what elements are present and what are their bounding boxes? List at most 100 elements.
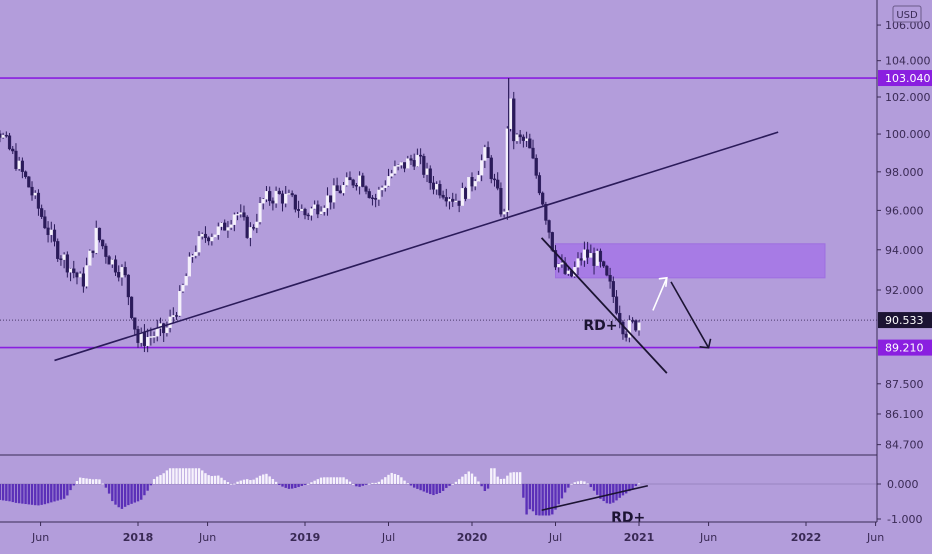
candle-body[interactable] [190,255,195,258]
candle-body[interactable] [226,227,230,231]
candle-body[interactable] [142,332,147,346]
candle-body[interactable] [470,177,474,187]
candle-body[interactable] [313,204,317,209]
candle-body[interactable] [110,259,114,265]
candle-body[interactable] [52,229,57,242]
candle-body[interactable] [319,211,323,215]
candle-body[interactable] [242,212,246,218]
candle-body[interactable] [586,249,590,258]
candle-body[interactable] [303,208,307,216]
candle-body[interactable] [78,273,82,278]
candle-body[interactable] [486,147,490,159]
candle-body[interactable] [595,250,599,266]
falling-trendline[interactable] [540,237,668,374]
candle-body[interactable] [435,184,439,190]
candle-body[interactable] [181,285,185,292]
candle-body[interactable] [412,160,416,167]
candle-body[interactable] [473,181,477,187]
candle-body[interactable] [117,272,121,278]
candle-body[interactable] [155,328,159,337]
candle-body[interactable] [197,236,201,253]
candle-body[interactable] [492,178,497,181]
candle-body[interactable] [518,134,522,138]
candle-body[interactable] [630,320,635,322]
candle-body[interactable] [541,192,545,205]
candle-body[interactable] [104,245,108,257]
candle-body[interactable] [611,281,615,297]
candle-body[interactable] [168,316,172,328]
candle-body[interactable] [33,192,37,196]
candle-body[interactable] [357,175,362,187]
candle-body[interactable] [579,258,583,261]
candle-body[interactable] [354,185,358,187]
candle-body[interactable] [537,175,542,194]
candle-body[interactable] [338,190,342,194]
candle-body[interactable] [402,162,407,169]
candle-body[interactable] [245,216,249,238]
candle-body[interactable] [81,273,86,287]
candle-body[interactable] [284,193,288,204]
candle-body[interactable] [171,315,175,318]
candle-body[interactable] [271,200,275,204]
candle-body[interactable] [223,222,227,231]
candle-body[interactable] [451,198,455,202]
candle-body[interactable] [129,296,134,318]
candle-body[interactable] [0,133,2,138]
candle-body[interactable] [605,265,609,276]
candle-body[interactable] [547,220,551,233]
candle-body[interactable] [460,188,464,206]
candle-body[interactable] [332,185,336,203]
candle-body[interactable] [467,177,471,199]
candle-body[interactable] [75,272,79,278]
candle-body[interactable] [65,254,69,273]
candle-body[interactable] [43,216,47,229]
candle-body[interactable] [11,148,15,152]
candle-body[interactable] [280,193,285,204]
candle-body[interactable] [386,176,391,186]
candle-body[interactable] [602,261,606,267]
candle-body[interactable] [17,160,21,169]
candle-body[interactable] [4,134,8,137]
candle-body[interactable] [36,192,41,209]
candle-body[interactable] [444,197,448,202]
candle-body[interactable] [107,256,111,265]
candle-body[interactable] [374,198,378,200]
candle-body[interactable] [399,162,403,166]
candle-body[interactable] [174,315,179,317]
candle-body[interactable] [252,227,256,229]
candle-body[interactable] [383,185,387,188]
candle-body[interactable] [480,160,484,176]
candle-body[interactable] [508,98,513,129]
candle-body[interactable] [582,249,587,261]
candle-body[interactable] [14,150,18,169]
candle-body[interactable] [393,166,397,174]
candle-body[interactable] [515,134,519,142]
candle-body[interactable] [20,160,24,172]
candle-body[interactable] [534,157,538,176]
candle-body[interactable] [306,214,310,217]
candle-body[interactable] [261,198,265,204]
candle-body[interactable] [59,258,63,260]
candle-body[interactable] [560,262,564,265]
candle-body[interactable] [380,187,384,191]
candle-body[interactable] [370,197,375,199]
candle-body[interactable] [496,179,500,189]
candle-body[interactable] [322,207,326,212]
candle-body[interactable] [162,323,166,334]
candle-body[interactable] [120,267,124,278]
candle-body[interactable] [88,250,92,266]
candle-body[interactable] [364,186,368,192]
candle-body[interactable] [293,194,297,210]
candle-body[interactable] [406,158,410,169]
candle-body[interactable] [637,322,641,331]
candle-body[interactable] [598,250,603,262]
candle-body[interactable] [184,276,188,286]
candle-body[interactable] [309,208,314,216]
candle-body[interactable] [476,174,481,182]
candle-body[interactable] [457,200,461,206]
candle-body[interactable] [325,195,330,209]
candle-body[interactable] [40,208,44,217]
candle-body[interactable] [27,176,31,188]
candle-body[interactable] [210,236,214,242]
